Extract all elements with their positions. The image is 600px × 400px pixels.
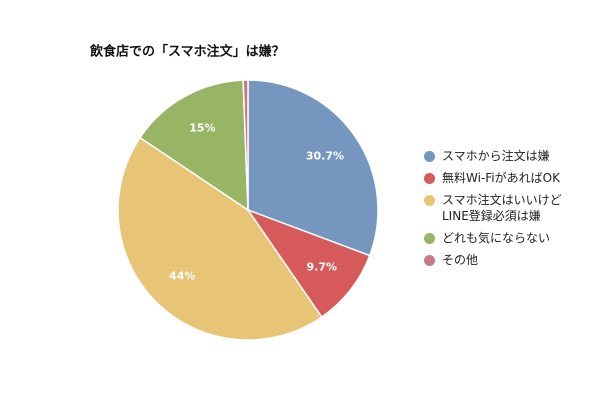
legend-item: 無料Wi-FiがあればOK — [424, 170, 562, 186]
legend-label: 無料Wi-FiがあればOK — [442, 171, 560, 185]
legend-label: スマホから注文は嫌 — [442, 149, 550, 163]
legend-item: その他 — [424, 252, 562, 268]
legend-swatch — [424, 255, 435, 266]
legend-label: その他 — [442, 253, 479, 267]
data-label: 9.7% — [307, 261, 338, 274]
legend-swatch — [424, 195, 435, 206]
pie-slice — [246, 208, 371, 319]
legend-item: スマホ注文はいいけど LINE登録必須は嫌 — [424, 192, 562, 224]
pie-slice — [247, 79, 379, 257]
legend-label: どれも気にならない — [442, 231, 551, 245]
chart-title: 飲食店での「スマホ注文」は嫌？ — [89, 44, 285, 60]
data-label: 15% — [189, 121, 215, 134]
pie-slice — [117, 136, 323, 341]
pie-slice — [138, 79, 249, 212]
data-label: 44% — [169, 270, 195, 283]
pie-slice — [242, 79, 249, 211]
legend-swatch — [424, 151, 435, 162]
legend-swatch — [424, 233, 435, 244]
legend-swatch — [424, 173, 435, 184]
legend-label: スマホ注文はいいけど LINE登録必須は嫌 — [442, 193, 562, 223]
legend-item: どれも気にならない — [424, 230, 562, 246]
data-label: 30.7% — [306, 150, 344, 163]
legend-item: スマホから注文は嫌 — [424, 148, 562, 164]
legend: スマホから注文は嫌 無料Wi-FiがあればOK スマホ注文はいいけど LINE登録必… — [424, 148, 562, 274]
